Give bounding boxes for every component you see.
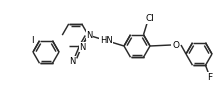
Text: I: I	[31, 36, 34, 45]
Text: N: N	[86, 31, 93, 40]
Text: F: F	[207, 73, 212, 82]
Text: N: N	[80, 43, 86, 52]
Text: O: O	[173, 40, 180, 50]
Text: Cl: Cl	[145, 14, 154, 23]
Text: N: N	[70, 57, 76, 66]
Text: HN: HN	[100, 36, 112, 45]
